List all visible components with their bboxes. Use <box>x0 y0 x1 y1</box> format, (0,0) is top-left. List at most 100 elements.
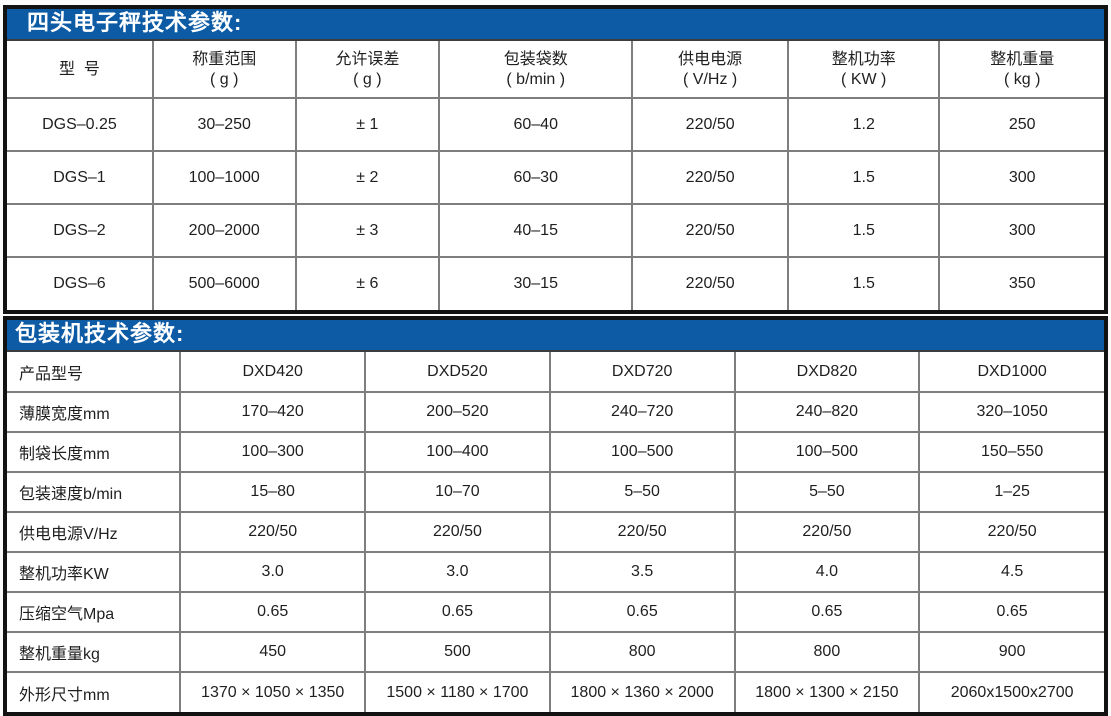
scale-value-cell: 1.5 <box>787 203 941 258</box>
packing-value-cell: 220/50 <box>548 511 736 553</box>
scale-col-header-unit: ( g ) <box>209 70 239 88</box>
scale-value-cell: 100–1000 <box>151 150 297 205</box>
scale-value-cell: ± 3 <box>294 203 441 258</box>
packing-model-cell: DXD820 <box>733 352 921 393</box>
packing-panel-title: 包装机技术参数: <box>7 320 1104 352</box>
packing-row-label: 制袋长度mm <box>7 431 182 473</box>
scale-col-header-unit: ( kg ) <box>1003 70 1041 88</box>
table-row: 压缩空气Mpa 0.65 0.65 0.65 0.65 0.65 <box>7 591 1104 633</box>
scale-value-cell: 220/50 <box>631 203 790 258</box>
packing-value-cell: 900 <box>918 631 1104 673</box>
packing-value-cell: 100–400 <box>364 431 551 473</box>
packing-value-cell: 220/50 <box>733 511 921 553</box>
packing-model-cell: DXD1000 <box>918 352 1104 393</box>
packing-row-label: 薄膜宽度mm <box>7 391 182 433</box>
scale-col-header-unit: ( g ) <box>353 70 382 88</box>
packing-row-label: 整机重量kg <box>7 631 182 673</box>
scale-value-cell: ± 2 <box>294 150 441 205</box>
packing-value-cell: 240–820 <box>733 391 921 433</box>
scale-value-cell: 60–30 <box>438 150 634 205</box>
table-row: 产品型号 DXD420 DXD520 DXD720 DXD820 DXD1000 <box>7 352 1104 393</box>
scale-col-header-label: 允许误差 <box>335 50 400 68</box>
packing-value-cell: 1–25 <box>918 471 1104 513</box>
packing-value-cell: 170–420 <box>179 391 367 433</box>
scale-value-cell: ± 6 <box>294 256 441 310</box>
packing-row-label: 产品型号 <box>7 352 182 393</box>
packing-value-cell: 100–300 <box>179 431 367 473</box>
packing-model-cell: DXD520 <box>364 352 551 393</box>
scale-model-cell: DGS–0.25 <box>7 98 154 152</box>
packing-value-cell: 220/50 <box>364 511 551 553</box>
scale-col-header-power: 整机功率 ( KW ) <box>787 41 941 99</box>
packing-value-cell: 150–550 <box>918 431 1104 473</box>
scale-header-row: 型 号 称重范围 ( g ) 允许误差 ( g ) 包装袋数 ( b/min ) 供电… <box>7 41 1104 99</box>
scale-col-header-error: 允许误差 ( g ) <box>294 41 441 99</box>
scale-value-cell: 220/50 <box>631 256 790 310</box>
table-row: 整机重量kg 450 500 800 800 900 <box>7 631 1104 673</box>
scale-value-cell: 40–15 <box>438 203 634 258</box>
scale-col-header-label: 供电电源 <box>678 50 743 68</box>
packing-value-cell: 220/50 <box>179 511 367 553</box>
scale-value-cell: 1.5 <box>787 256 941 310</box>
scale-col-header-unit: ( b/min ) <box>506 70 566 88</box>
scale-col-header-model: 型 号 <box>7 41 154 99</box>
packing-value-cell: 450 <box>179 631 367 673</box>
scale-col-header-label: 称重范围 <box>192 50 257 68</box>
packing-row-label: 整机功率KW <box>7 551 182 593</box>
packing-value-cell: 3.5 <box>548 551 736 593</box>
scale-value-cell: 30–250 <box>151 98 297 152</box>
scale-model-cell: DGS–6 <box>7 256 154 310</box>
packing-value-cell: 200–520 <box>364 391 551 433</box>
packing-value-cell: 5–50 <box>548 471 736 513</box>
packing-row-label: 外形尺寸mm <box>7 671 182 712</box>
scale-col-header-label: 整机重量 <box>990 50 1055 68</box>
packing-table: 产品型号 DXD420 DXD520 DXD720 DXD820 DXD1000… <box>7 352 1104 712</box>
scale-col-header-label: 型 号 <box>58 60 100 78</box>
table-row: 薄膜宽度mm 170–420 200–520 240–720 240–820 3… <box>7 391 1104 433</box>
scale-col-header-weight: 整机重量 ( kg ) <box>938 41 1104 99</box>
scale-params-panel: 四头电子秤技术参数: 型 号 称重范围 ( g ) 允许误差 ( g ) 包装袋数 (… <box>3 5 1108 314</box>
packing-value-cell: 220/50 <box>918 511 1104 553</box>
scale-col-header-label: 整机功率 <box>831 50 896 68</box>
packing-value-cell: 1800 × 1360 × 2000 <box>548 671 736 712</box>
packing-value-cell: 4.5 <box>918 551 1104 593</box>
table-row: DGS–6 500–6000 ± 6 30–15 220/50 1.5 350 <box>7 256 1104 310</box>
scale-table: 型 号 称重范围 ( g ) 允许误差 ( g ) 包装袋数 ( b/min ) 供电… <box>7 41 1104 310</box>
scale-model-cell: DGS–1 <box>7 150 154 205</box>
packing-value-cell: 320–1050 <box>918 391 1104 433</box>
packing-value-cell: 0.65 <box>548 591 736 633</box>
packing-value-cell: 0.65 <box>918 591 1104 633</box>
table-row: 供电电源V/Hz 220/50 220/50 220/50 220/50 220… <box>7 511 1104 553</box>
packing-value-cell: 1800 × 1300 × 2150 <box>733 671 921 712</box>
packing-value-cell: 500 <box>364 631 551 673</box>
scale-value-cell: 300 <box>938 203 1104 258</box>
scale-value-cell: 300 <box>938 150 1104 205</box>
scale-panel-title: 四头电子秤技术参数: <box>7 9 1104 41</box>
table-row: 整机功率KW 3.0 3.0 3.5 4.0 4.5 <box>7 551 1104 593</box>
packing-value-cell: 800 <box>733 631 921 673</box>
scale-value-cell: 1.2 <box>787 98 941 152</box>
scale-col-header-power-supply: 供电电源 ( V/Hz ) <box>631 41 790 99</box>
scale-value-cell: 1.5 <box>787 150 941 205</box>
packing-value-cell: 3.0 <box>179 551 367 593</box>
table-row: DGS–2 200–2000 ± 3 40–15 220/50 1.5 300 <box>7 203 1104 258</box>
packing-value-cell: 5–50 <box>733 471 921 513</box>
scale-col-header-range: 称重范围 ( g ) <box>151 41 297 99</box>
packing-row-label: 压缩空气Mpa <box>7 591 182 633</box>
packing-value-cell: 15–80 <box>179 471 367 513</box>
packing-value-cell: 10–70 <box>364 471 551 513</box>
packing-value-cell: 800 <box>548 631 736 673</box>
scale-value-cell: ± 1 <box>294 98 441 152</box>
packing-value-cell: 2060x1500x2700 <box>918 671 1104 712</box>
scale-value-cell: 500–6000 <box>151 256 297 310</box>
scale-value-cell: 250 <box>938 98 1104 152</box>
packing-row-label: 供电电源V/Hz <box>7 511 182 553</box>
packing-value-cell: 0.65 <box>179 591 367 633</box>
table-row: 包装速度b/min 15–80 10–70 5–50 5–50 1–25 <box>7 471 1104 513</box>
scale-value-cell: 60–40 <box>438 98 634 152</box>
table-row: DGS–0.25 30–250 ± 1 60–40 220/50 1.2 250 <box>7 98 1104 152</box>
scale-col-header-unit: ( KW ) <box>841 70 887 88</box>
table-row: 外形尺寸mm 1370 × 1050 × 1350 1500 × 1180 × … <box>7 671 1104 712</box>
scale-col-header-bags: 包装袋数 ( b/min ) <box>438 41 634 99</box>
packing-value-cell: 240–720 <box>548 391 736 433</box>
